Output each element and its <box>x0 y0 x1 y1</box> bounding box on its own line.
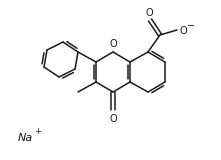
Text: O: O <box>179 26 187 36</box>
Text: −: − <box>187 21 195 31</box>
Text: O: O <box>109 114 117 124</box>
Text: O: O <box>109 39 117 49</box>
Text: Na: Na <box>18 133 33 143</box>
Text: +: + <box>34 128 41 136</box>
Text: O: O <box>145 8 153 18</box>
